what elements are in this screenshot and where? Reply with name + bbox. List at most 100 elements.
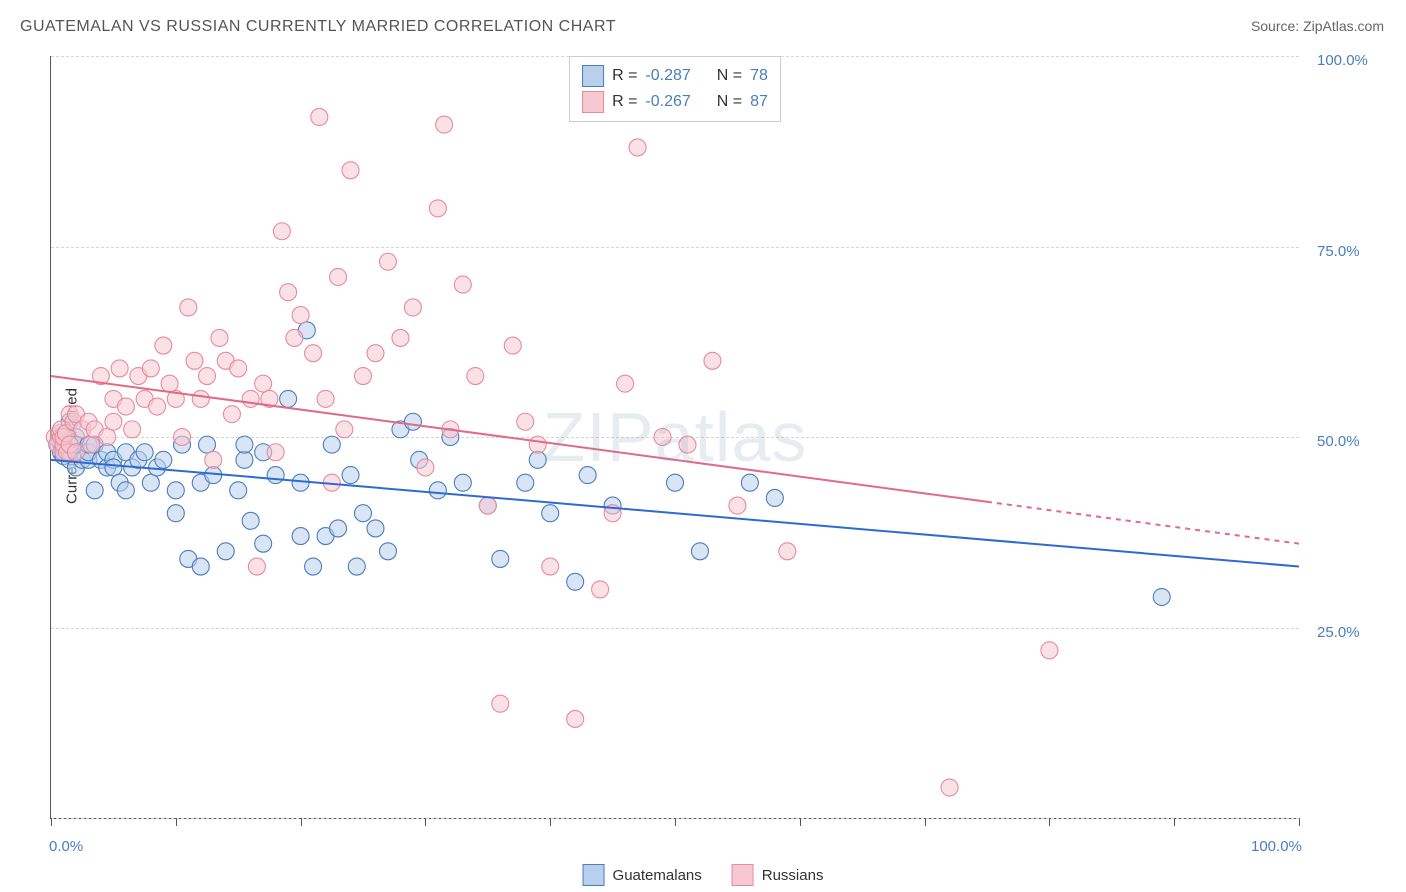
scatter-point	[286, 329, 303, 346]
scatter-point	[217, 543, 234, 560]
scatter-point	[99, 429, 116, 446]
scatter-point	[517, 474, 534, 491]
scatter-point	[255, 375, 272, 392]
scatter-point	[1041, 642, 1058, 659]
scatter-point	[492, 550, 509, 567]
scatter-point	[305, 345, 322, 362]
scatter-point	[617, 375, 634, 392]
scatter-point	[467, 368, 484, 385]
plot-area: ZIPatlas R =-0.287N =78R =-0.267N =87 25…	[50, 56, 1299, 819]
source-label: Source: ZipAtlas.com	[1251, 18, 1384, 34]
scatter-point	[67, 444, 84, 461]
chart-title: GUATEMALAN VS RUSSIAN CURRENTLY MARRIED …	[20, 18, 616, 36]
scatter-point	[236, 451, 253, 468]
scatter-point	[342, 162, 359, 179]
y-tick-label: 50.0%	[1317, 433, 1360, 450]
scatter-point	[404, 299, 421, 316]
scatter-point	[292, 474, 309, 491]
scatter-point	[161, 375, 178, 392]
scatter-point	[280, 284, 297, 301]
scatter-point	[1153, 589, 1170, 606]
legend-label: Guatemalans	[613, 867, 702, 884]
scatter-point	[117, 482, 134, 499]
scatter-point	[105, 459, 122, 476]
scatter-point	[691, 543, 708, 560]
scatter-point	[436, 116, 453, 133]
x-tick	[925, 818, 926, 826]
scatter-point	[323, 436, 340, 453]
legend-item: Russians	[732, 864, 824, 886]
scatter-point	[542, 505, 559, 522]
scatter-point	[542, 558, 559, 575]
scatter-point	[117, 398, 134, 415]
scatter-point	[280, 390, 297, 407]
scatter-point	[292, 307, 309, 324]
scatter-point	[429, 200, 446, 217]
scatter-point	[567, 710, 584, 727]
scatter-point	[105, 413, 122, 430]
scatter-point	[192, 390, 209, 407]
scatter-point	[305, 558, 322, 575]
legend-swatch	[732, 864, 754, 886]
scatter-point	[342, 467, 359, 484]
scatter-point	[273, 223, 290, 240]
scatter-point	[86, 482, 103, 499]
n-label: N =	[717, 67, 742, 85]
scatter-point	[492, 695, 509, 712]
scatter-point	[529, 436, 546, 453]
scatter-point	[429, 482, 446, 499]
scatter-point	[199, 436, 216, 453]
x-tick	[51, 818, 52, 826]
scatter-point	[679, 436, 696, 453]
scatter-point	[348, 558, 365, 575]
legend-label: Russians	[762, 867, 824, 884]
legend-swatch	[582, 65, 604, 87]
scatter-point	[136, 444, 153, 461]
scatter-point	[292, 528, 309, 545]
scatter-point	[592, 581, 609, 598]
y-tick-label: 25.0%	[1317, 624, 1360, 641]
scatter-point	[149, 398, 166, 415]
scatter-point	[367, 345, 384, 362]
r-value: -0.287	[645, 67, 690, 85]
x-tick	[800, 818, 801, 826]
r-value: -0.267	[645, 93, 690, 111]
x-tick	[176, 818, 177, 826]
scatter-point	[479, 497, 496, 514]
scatter-point	[167, 482, 184, 499]
scatter-point	[223, 406, 240, 423]
scatter-point	[230, 360, 247, 377]
scatter-point	[667, 474, 684, 491]
series-legend: Guatemalans Russians	[583, 864, 824, 886]
scatter-point	[330, 268, 347, 285]
scatter-point	[111, 360, 128, 377]
scatter-point	[379, 253, 396, 270]
trend-line-dashed	[987, 502, 1299, 544]
x-tick	[1049, 818, 1050, 826]
scatter-point	[155, 337, 172, 354]
legend-row: R =-0.287N =78	[582, 63, 768, 89]
scatter-point	[267, 444, 284, 461]
scatter-point	[355, 368, 372, 385]
n-value: 87	[750, 93, 768, 111]
scatter-point	[417, 459, 434, 476]
scatter-point	[355, 505, 372, 522]
scatter-point	[230, 482, 247, 499]
scatter-point	[336, 421, 353, 438]
scatter-point	[167, 505, 184, 522]
scatter-point	[654, 429, 671, 446]
x-tick	[1299, 818, 1300, 826]
x-tick	[301, 818, 302, 826]
scatter-point	[211, 329, 228, 346]
legend-swatch	[582, 91, 604, 113]
scatter-point	[311, 108, 328, 125]
y-tick-label: 75.0%	[1317, 243, 1360, 260]
scatter-point	[766, 489, 783, 506]
scatter-point	[741, 474, 758, 491]
scatter-point	[779, 543, 796, 560]
scatter-point	[255, 535, 272, 552]
scatter-point	[379, 543, 396, 560]
r-label: R =	[612, 67, 637, 85]
scatter-point	[454, 276, 471, 293]
scatter-point	[729, 497, 746, 514]
